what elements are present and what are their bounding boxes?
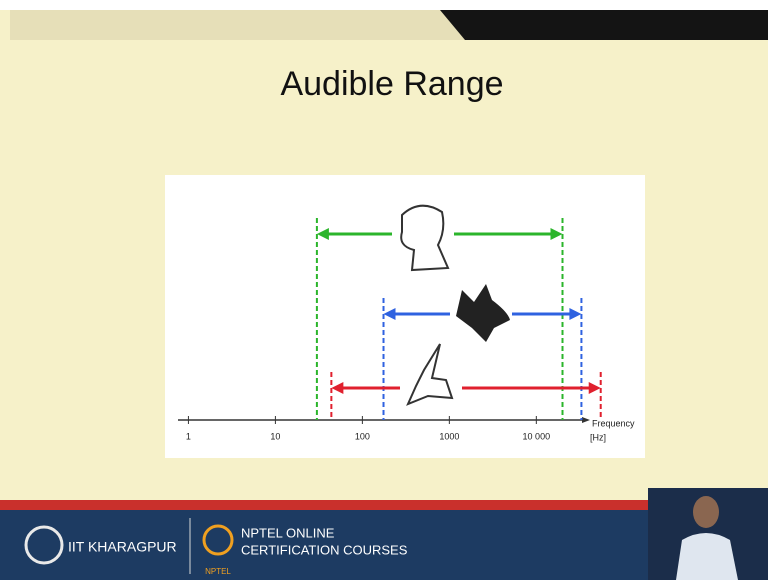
x-tick-label: 1000 (439, 431, 459, 441)
x-axis-unit: [Hz] (590, 432, 606, 442)
x-tick-label: 100 (355, 431, 370, 441)
presenter-body (676, 533, 738, 580)
x-tick-label: 10 000 (523, 431, 551, 441)
top-edge (0, 0, 768, 10)
bat-icon (400, 342, 462, 408)
footer-course-line1: NPTEL ONLINE (241, 525, 335, 540)
dog-icon (450, 282, 512, 344)
footer-logo-text: NPTEL (205, 567, 231, 576)
presenter-head (693, 496, 719, 528)
top-band-dark (440, 10, 768, 40)
x-axis-label: Frequency (592, 418, 635, 428)
human-icon (392, 204, 454, 270)
footer-institute: IIT KHARAGPUR (68, 539, 177, 555)
slide-title: Audible Range (280, 65, 503, 103)
slide: Audible Range 1 10 100 1000 10 000 Frequency [… (0, 0, 768, 580)
x-tick-label: 10 (270, 431, 280, 441)
footer-course-line2: CERTIFICATION COURSES (241, 542, 408, 557)
x-tick-label: 1 (186, 431, 191, 441)
